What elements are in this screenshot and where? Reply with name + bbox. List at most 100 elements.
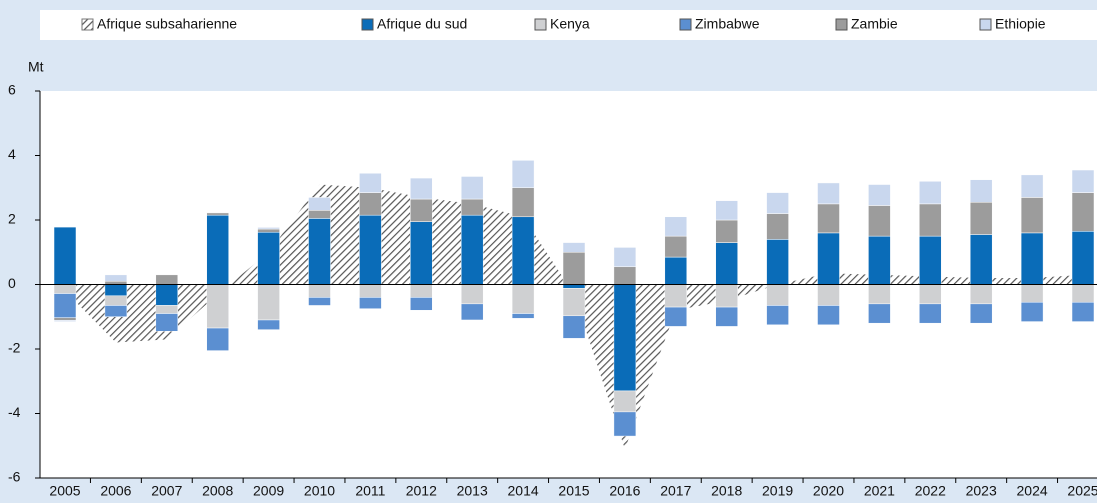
bar bbox=[817, 182, 840, 205]
bar bbox=[868, 284, 891, 305]
bar bbox=[562, 252, 586, 285]
bar bbox=[766, 305, 789, 326]
bar bbox=[613, 247, 637, 268]
bar bbox=[155, 284, 179, 306]
bar bbox=[766, 213, 789, 240]
x-tick-label: 2008 bbox=[202, 483, 233, 499]
bar bbox=[766, 239, 789, 285]
bar bbox=[206, 327, 229, 351]
bar bbox=[511, 187, 535, 218]
x-tick-label: 2014 bbox=[508, 483, 539, 499]
bar bbox=[257, 319, 280, 330]
bar bbox=[817, 203, 840, 234]
bar bbox=[206, 284, 229, 329]
x-tick-label: 2023 bbox=[966, 483, 997, 499]
bar bbox=[868, 235, 891, 285]
x-tick-label: 2011 bbox=[355, 483, 385, 499]
bar bbox=[511, 313, 535, 319]
bar bbox=[155, 274, 179, 285]
bar bbox=[359, 214, 382, 285]
legend-swatch bbox=[835, 18, 848, 31]
bar bbox=[257, 232, 280, 285]
y-tick-label: -4 bbox=[8, 404, 21, 420]
legend-label: Zambie bbox=[851, 16, 898, 32]
bar bbox=[53, 226, 77, 285]
bar bbox=[308, 218, 331, 285]
bar bbox=[460, 284, 484, 305]
bar bbox=[562, 288, 586, 317]
bar bbox=[613, 411, 637, 437]
bar bbox=[562, 315, 586, 339]
bar bbox=[1020, 197, 1044, 234]
legend-label: Afrique subsaharienne bbox=[97, 16, 237, 32]
bar bbox=[104, 284, 128, 297]
bar bbox=[359, 297, 382, 309]
bar bbox=[257, 227, 280, 230]
bar bbox=[104, 295, 128, 306]
bar bbox=[1071, 169, 1095, 193]
bar bbox=[1071, 284, 1095, 303]
y-tick-label: -6 bbox=[8, 469, 21, 485]
bar bbox=[664, 256, 688, 285]
bar bbox=[1071, 231, 1095, 285]
bar bbox=[410, 198, 433, 222]
bar bbox=[1020, 232, 1044, 285]
bar bbox=[766, 284, 789, 306]
bar bbox=[969, 234, 993, 285]
bar bbox=[410, 177, 433, 200]
bar bbox=[817, 305, 840, 326]
bar bbox=[53, 317, 77, 321]
bar bbox=[817, 232, 840, 285]
bar bbox=[511, 284, 535, 314]
y-tick-label: -2 bbox=[8, 340, 21, 356]
legend-label: Afrique du sud bbox=[377, 16, 467, 32]
bar bbox=[817, 284, 840, 306]
bar bbox=[460, 198, 484, 216]
bar bbox=[460, 214, 484, 285]
bar bbox=[969, 284, 993, 305]
x-tick-label: 2006 bbox=[100, 483, 131, 499]
legend-swatch bbox=[534, 18, 547, 31]
bar bbox=[868, 303, 891, 324]
bar bbox=[715, 219, 738, 243]
bar bbox=[257, 284, 280, 321]
bar bbox=[969, 179, 993, 203]
bar bbox=[308, 297, 331, 306]
legend-label: Kenya bbox=[550, 16, 590, 32]
x-tick-label: 2018 bbox=[711, 483, 742, 499]
bar bbox=[511, 160, 535, 188]
x-tick-label: 2012 bbox=[406, 483, 437, 499]
bar bbox=[308, 284, 331, 298]
bar bbox=[969, 202, 993, 235]
bar bbox=[664, 235, 688, 258]
bar bbox=[562, 284, 586, 289]
y-tick-label: 4 bbox=[8, 146, 16, 162]
x-tick-label: 2017 bbox=[660, 483, 691, 499]
legend-box bbox=[40, 10, 1097, 40]
bar bbox=[715, 242, 738, 285]
x-tick-label: 2020 bbox=[813, 483, 844, 499]
bar bbox=[664, 284, 688, 308]
bar bbox=[613, 390, 637, 413]
x-tick-label: 2013 bbox=[457, 483, 488, 499]
x-tick-label: 2016 bbox=[609, 483, 640, 499]
y-tick-label: 2 bbox=[8, 211, 16, 227]
bar bbox=[155, 305, 179, 314]
bar bbox=[460, 303, 484, 321]
legend-label: Zimbabwe bbox=[695, 16, 760, 32]
bar bbox=[308, 210, 331, 219]
x-tick-label: 2010 bbox=[304, 483, 335, 499]
bar bbox=[562, 242, 586, 253]
bar bbox=[359, 192, 382, 216]
bar bbox=[410, 221, 433, 285]
y-tick-label: 6 bbox=[8, 82, 16, 98]
bar bbox=[460, 176, 484, 200]
bar bbox=[868, 205, 891, 237]
bar bbox=[206, 214, 229, 285]
bar bbox=[919, 303, 942, 324]
bar bbox=[664, 306, 688, 327]
bar bbox=[919, 181, 942, 205]
bar bbox=[1020, 301, 1044, 322]
y-tick-label: 0 bbox=[8, 275, 16, 291]
